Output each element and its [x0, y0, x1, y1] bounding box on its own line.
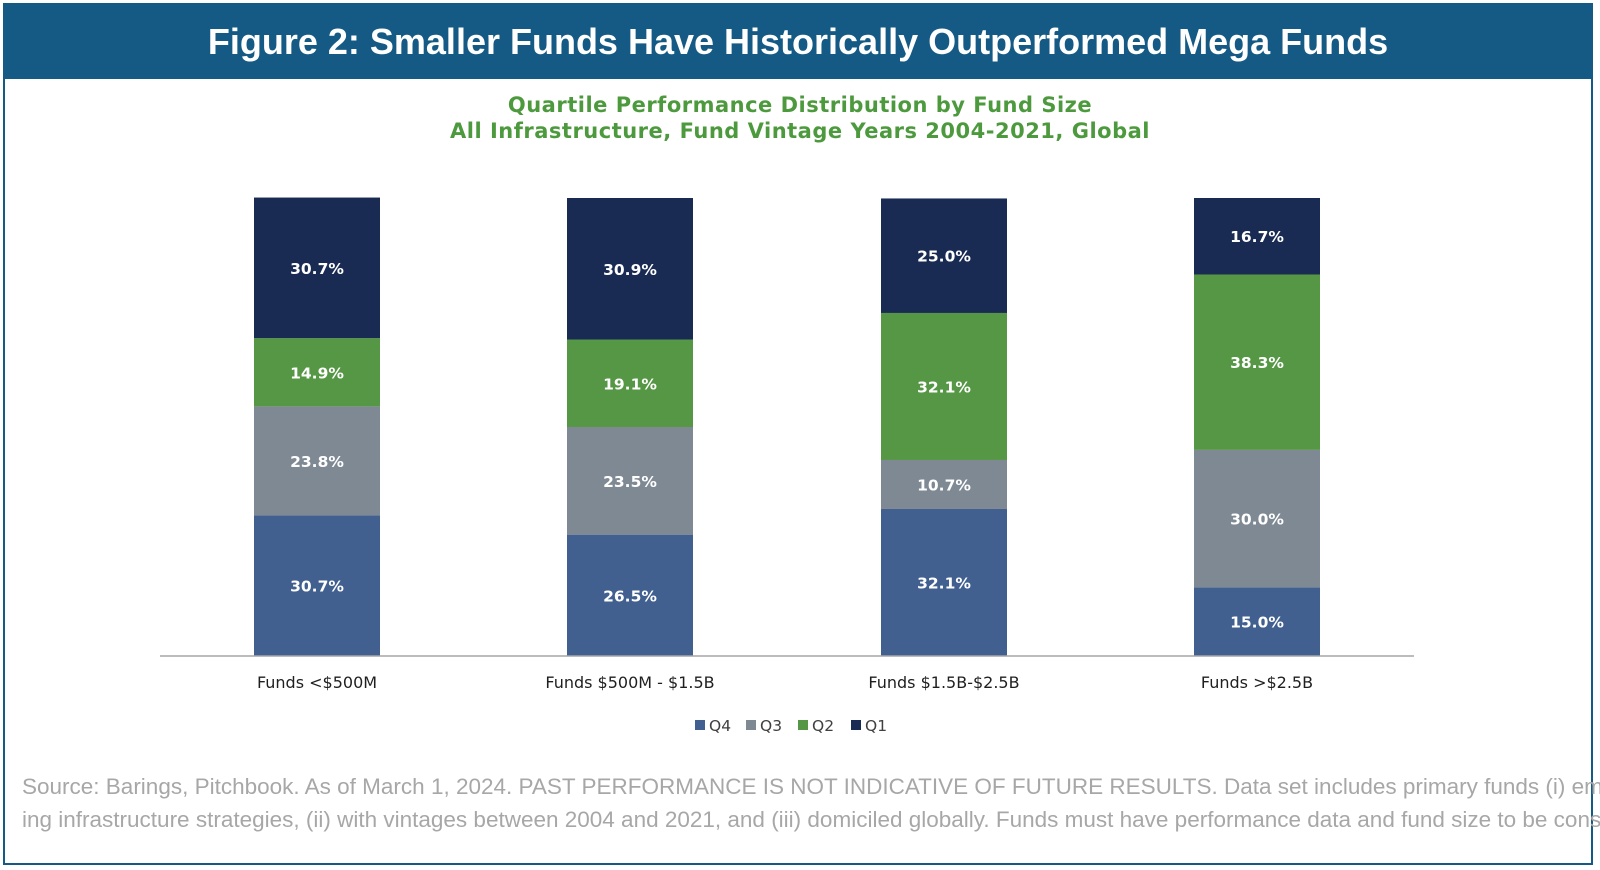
bar-q4-funds-2-5b: [1194, 587, 1320, 656]
category-label-funds-500m: Funds <$500M: [257, 673, 377, 692]
bar-q2-funds-500m: [254, 338, 380, 407]
bar-q3-funds-500m-1-5b: [567, 427, 693, 535]
bar-q1-funds-500m-1-5b: [567, 198, 693, 340]
data-label-q3-funds-1-5b-2-5b: 10.7%: [917, 476, 971, 494]
bar-q3-funds-2-5b: [1194, 449, 1320, 588]
legend-swatch-q1: [851, 720, 861, 730]
source-note: Source: Barings, Pitchbook. As of March …: [22, 770, 1600, 836]
data-label-q1-funds-1-5b-2-5b: 25.0%: [917, 248, 971, 266]
legend-label-q4: Q4: [709, 717, 731, 735]
legend-label-q2: Q2: [812, 717, 834, 735]
bar-q2-funds-1-5b-2-5b: [881, 312, 1007, 460]
data-label-q2-funds-500m-1-5b: 19.1%: [603, 375, 657, 393]
figure-title: Figure 2: Smaller Funds Have Historicall…: [5, 5, 1591, 79]
data-label-q3-funds-500m-1-5b: 23.5%: [603, 473, 657, 491]
legend-swatch-q4: [695, 720, 705, 730]
bar-q4-funds-500m: [254, 515, 380, 656]
bar-q4-funds-500m-1-5b: [567, 534, 693, 656]
chart-title: Quartile Performance Distribution by Fun…: [507, 93, 1093, 117]
data-label-q4-funds-2-5b: 15.0%: [1230, 614, 1284, 632]
data-label-q1-funds-500m-1-5b: 30.9%: [603, 261, 657, 279]
data-label-q1-funds-2-5b: 16.7%: [1230, 228, 1284, 246]
chart-subtitle: All Infrastructure, Fund Vintage Years 2…: [450, 119, 1150, 143]
source-line-2: ing infrastructure strategies, (ii) with…: [22, 807, 1600, 832]
category-label-funds-1-5b-2-5b: Funds $1.5B-$2.5B: [868, 673, 1019, 692]
legend-label-q3: Q3: [760, 717, 782, 735]
bar-q4-funds-1-5b-2-5b: [881, 508, 1007, 656]
data-label-q2-funds-2-5b: 38.3%: [1230, 354, 1284, 372]
category-label-funds-2-5b: Funds >$2.5B: [1201, 673, 1313, 692]
bar-q3-funds-500m: [254, 406, 380, 516]
legend-swatch-q2: [798, 720, 808, 730]
bar-q2-funds-2-5b: [1194, 274, 1320, 450]
bar-q1-funds-1-5b-2-5b: [881, 198, 1007, 313]
legend-swatch-q3: [746, 720, 756, 730]
bar-q1-funds-2-5b: [1194, 198, 1320, 275]
data-label-q4-funds-1-5b-2-5b: 32.1%: [917, 574, 971, 592]
legend-label-q1: Q1: [865, 717, 887, 735]
category-label-funds-500m-1-5b: Funds $500M - $1.5B: [545, 673, 714, 692]
bar-q1-funds-500m: [254, 197, 380, 339]
data-label-q3-funds-500m: 23.8%: [290, 453, 344, 471]
source-line-1: Source: Barings, Pitchbook. As of March …: [22, 774, 1600, 799]
data-label-q4-funds-500m-1-5b: 26.5%: [603, 587, 657, 605]
data-label-q3-funds-2-5b: 30.0%: [1230, 511, 1284, 529]
data-label-q1-funds-500m: 30.7%: [290, 260, 344, 278]
bar-q3-funds-1-5b-2-5b: [881, 459, 1007, 509]
data-label-q2-funds-1-5b-2-5b: 32.1%: [917, 378, 971, 396]
data-label-q2-funds-500m: 14.9%: [290, 364, 344, 382]
data-label-q4-funds-500m: 30.7%: [290, 578, 344, 596]
bar-q2-funds-500m-1-5b: [567, 339, 693, 427]
